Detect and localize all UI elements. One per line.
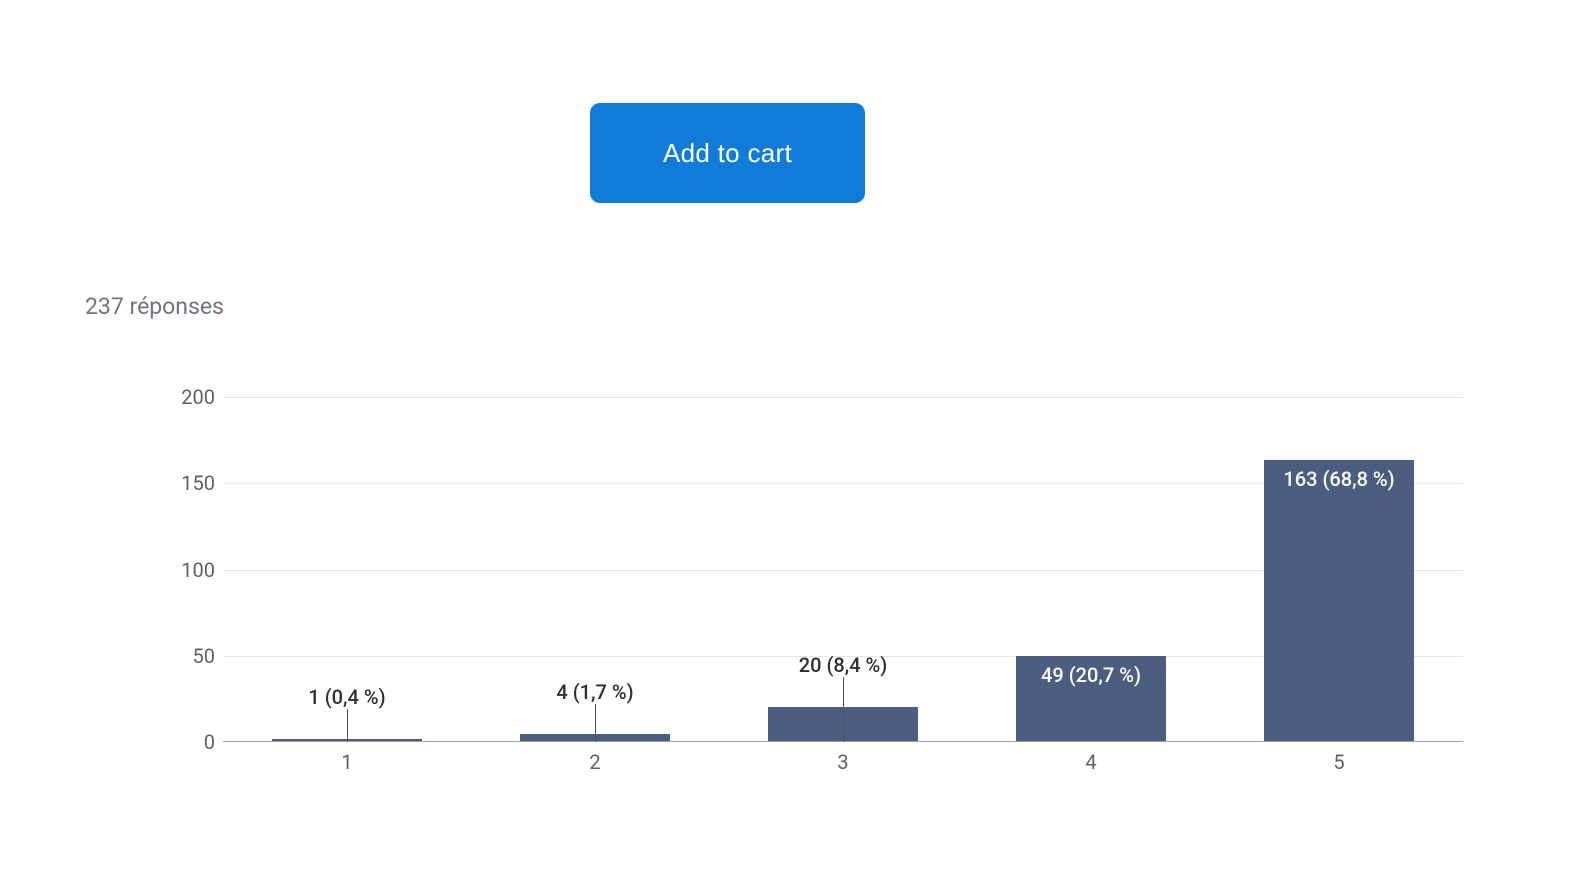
bar-value-label: 1 (0,4 %) [308, 685, 385, 709]
bar [1264, 460, 1414, 741]
y-tick-label: 100 [155, 558, 215, 582]
label-connector [347, 709, 348, 742]
x-tick-label: 1 [327, 750, 367, 774]
x-tick-label: 5 [1319, 750, 1359, 774]
y-tick-label: 0 [155, 730, 215, 754]
bar-chart: 0 50 100 150 200 1 1 (0,4 %) 2 4 (1,7 %) 3 20 (8,4… [155, 385, 1475, 805]
y-tick-label: 200 [155, 385, 215, 409]
x-tick-label: 3 [823, 750, 863, 774]
y-tick-label: 50 [155, 644, 215, 668]
gridline [223, 397, 1463, 398]
bar-value-label: 163 (68,8 %) [1283, 467, 1394, 491]
label-connector [843, 677, 844, 743]
bar-value-label: 20 (8,4 %) [799, 653, 888, 677]
label-connector [595, 704, 596, 742]
x-tick-label: 4 [1071, 750, 1111, 774]
x-tick-label: 2 [575, 750, 615, 774]
bar-value-label: 49 (20,7 %) [1041, 663, 1141, 687]
add-to-cart-button[interactable]: Add to cart [590, 103, 865, 203]
y-tick-label: 150 [155, 471, 215, 495]
responses-count: 237 réponses [85, 293, 224, 320]
bar-value-label: 4 (1,7 %) [556, 680, 633, 704]
